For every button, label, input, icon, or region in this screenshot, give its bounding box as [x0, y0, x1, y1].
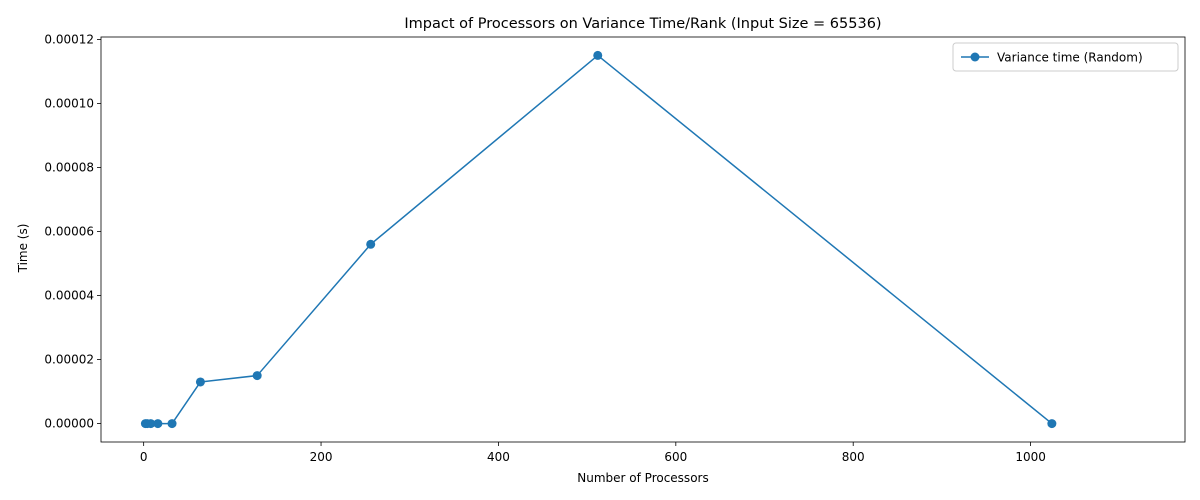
- data-point: [252, 371, 262, 381]
- x-tick-label: 600: [664, 450, 687, 464]
- x-tick-label: 1000: [1015, 450, 1046, 464]
- y-tick-label: 0.00006: [44, 224, 94, 238]
- data-point: [1047, 419, 1057, 429]
- plot-area: 0 200 400 600 800 1000 0.00000 0.00002 0.00004 0.…: [44, 32, 1186, 464]
- data-point: [146, 419, 156, 429]
- legend: Variance time (Random): [952, 42, 1179, 72]
- x-axis-label: Number of Processors: [577, 471, 708, 485]
- x-tick-label: 200: [310, 450, 333, 464]
- x-tick-label: 400: [487, 450, 510, 464]
- data-point: [366, 239, 376, 249]
- axes-frame: [100, 36, 1186, 443]
- y-axis-label: Time (s): [16, 224, 30, 274]
- y-tick-label: 0.00004: [44, 289, 94, 303]
- y-tick-label: 0.00000: [44, 417, 94, 431]
- data-point: [167, 419, 177, 429]
- x-tick-label: 0: [140, 450, 148, 464]
- y-tick-label: 0.00010: [44, 96, 94, 110]
- y-tick-label: 0.00012: [44, 32, 94, 46]
- data-point: [195, 377, 205, 387]
- legend-label: Variance time (Random): [997, 51, 1143, 65]
- data-point: [593, 50, 603, 60]
- chart-title: Impact of Processors on Variance Time/Ra…: [404, 16, 881, 32]
- data-point: [153, 419, 163, 429]
- y-tick-label: 0.00008: [44, 160, 94, 174]
- x-tick-label: 800: [842, 450, 865, 464]
- y-tick-label: 0.00002: [44, 353, 94, 367]
- legend-marker: [970, 52, 980, 62]
- legend-box: [952, 42, 1179, 72]
